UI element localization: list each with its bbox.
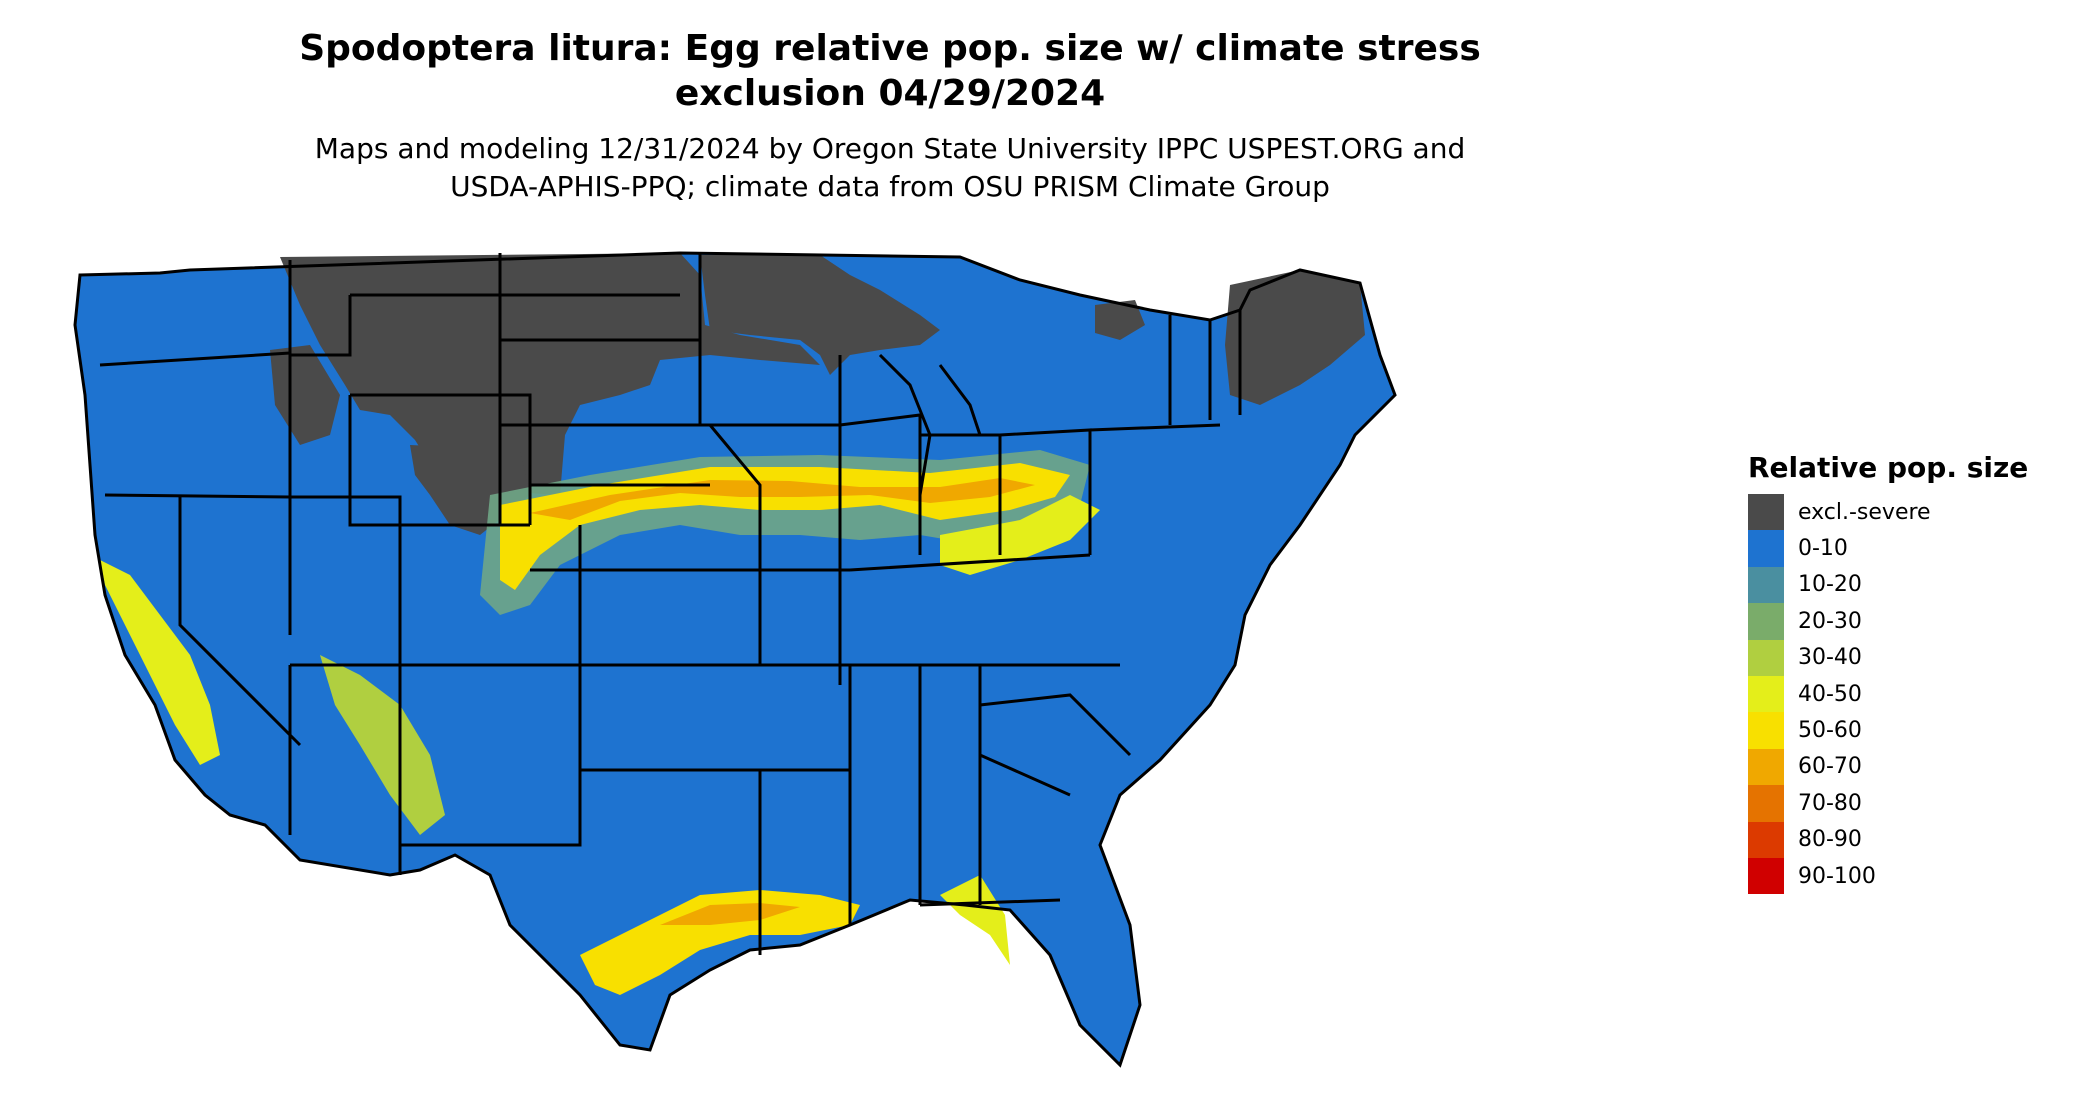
legend-item: 40-50 bbox=[1748, 675, 2088, 713]
map-title-line-1: Spodoptera litura: Egg relative pop. siz… bbox=[299, 28, 1481, 69]
legend-item: 50-60 bbox=[1748, 712, 2088, 749]
suitability-bands bbox=[100, 450, 1100, 995]
band-60-80 bbox=[530, 478, 1035, 520]
state-line-central bbox=[760, 355, 850, 772]
excluded-cascades bbox=[270, 345, 340, 445]
legend-label: 80-90 bbox=[1798, 827, 1862, 853]
legend-item: 90-100 bbox=[1748, 857, 2088, 895]
state-line-appalachian bbox=[999, 423, 1221, 555]
band-gulf-coast-core bbox=[660, 903, 800, 925]
legend-label: 0-10 bbox=[1798, 536, 1848, 562]
state-line-plains bbox=[530, 483, 760, 667]
band-southwest bbox=[320, 655, 445, 835]
legend-swatch bbox=[1748, 748, 1784, 786]
excluded-upper-midwest bbox=[700, 255, 940, 375]
legend-label: 90-100 bbox=[1798, 863, 1876, 889]
legend: Relative pop. size excl.-severe 0-10 10-20… bbox=[1748, 450, 2088, 895]
excluded-northern-plains bbox=[280, 253, 820, 495]
state-line-wy bbox=[348, 393, 532, 527]
legend-item: 30-40 bbox=[1748, 639, 2088, 676]
legend-swatch bbox=[1748, 857, 1784, 895]
state-line-dakotas bbox=[498, 253, 710, 525]
state-line-ohio-valley bbox=[849, 553, 1120, 667]
excluded-new-england bbox=[1225, 270, 1365, 405]
legend-label: 30-40 bbox=[1798, 645, 1862, 671]
legend-label: 20-30 bbox=[1798, 608, 1862, 634]
legend-label: 40-50 bbox=[1798, 681, 1862, 707]
legend-swatch bbox=[1748, 530, 1784, 567]
legend-swatch bbox=[1748, 712, 1784, 749]
legend-label: 10-20 bbox=[1798, 572, 1862, 598]
us-landmass bbox=[75, 253, 1395, 1065]
us-outline bbox=[73, 251, 1397, 1068]
state-line-mi bbox=[878, 353, 982, 496]
map-title-line-2: exclusion 04/29/2024 bbox=[674, 73, 1106, 114]
state-line-northeast bbox=[1168, 310, 1242, 425]
legend-item: 0-10 bbox=[1748, 530, 2088, 567]
state-line-tx bbox=[578, 665, 762, 955]
band-southeast bbox=[940, 495, 1100, 575]
legend-item: 80-90 bbox=[1748, 821, 2088, 858]
state-line-west-1 bbox=[99, 351, 291, 367]
state-line-nv bbox=[178, 497, 302, 747]
legend-item: excl.-severe bbox=[1748, 494, 2088, 531]
state-line-ia-mo bbox=[708, 424, 850, 665]
legend-swatch bbox=[1748, 639, 1784, 676]
state-line-carolinas bbox=[979, 693, 1132, 797]
legend-swatch bbox=[1748, 603, 1784, 640]
state-line-north-tier bbox=[290, 293, 680, 357]
legend-label: excl.-severe bbox=[1798, 499, 1931, 525]
legend-item: 60-70 bbox=[1748, 748, 2088, 786]
state-line-fl bbox=[919, 898, 1061, 907]
legend-swatch bbox=[1748, 821, 1784, 858]
state-line-mn bbox=[698, 253, 840, 427]
band-california bbox=[100, 560, 220, 765]
legend-swatch bbox=[1748, 566, 1784, 604]
legend-items: excl.-severe 0-10 10-20 20-30 30-40 40-50 50-6… bbox=[1748, 494, 2088, 895]
legend-swatch bbox=[1748, 675, 1784, 713]
legend-label: 70-80 bbox=[1798, 790, 1862, 816]
legend-label: 50-60 bbox=[1798, 718, 1862, 744]
legend-swatch bbox=[1748, 785, 1784, 822]
state-line-co bbox=[398, 525, 582, 667]
excluded-adirondacks bbox=[1095, 300, 1145, 340]
map-subtitle-line-1: Maps and modeling 12/31/2024 by Oregon S… bbox=[314, 132, 1466, 165]
legend-item: 20-30 bbox=[1748, 603, 2088, 640]
band-gulf-coast bbox=[580, 890, 860, 995]
legend-item: 70-80 bbox=[1748, 785, 2088, 822]
legend-item: 10-20 bbox=[1748, 566, 2088, 604]
legend-title: Relative pop. size bbox=[1748, 451, 2029, 484]
state-line-west-3 bbox=[104, 493, 291, 499]
map-subtitle-line-2: USDA-APHIS-PPQ; climate data from OSU PR… bbox=[450, 170, 1330, 203]
map-title: Spodoptera litura: Egg relative pop. siz… bbox=[0, 26, 1780, 116]
us-population-map bbox=[73, 251, 1397, 1068]
legend-swatch bbox=[1748, 494, 1784, 531]
state-borders bbox=[73, 251, 1397, 1068]
legend-label: 60-70 bbox=[1798, 754, 1862, 780]
map-subtitle: Maps and modeling 12/31/2024 by Oregon S… bbox=[0, 130, 1780, 206]
band-florida bbox=[940, 875, 1010, 965]
